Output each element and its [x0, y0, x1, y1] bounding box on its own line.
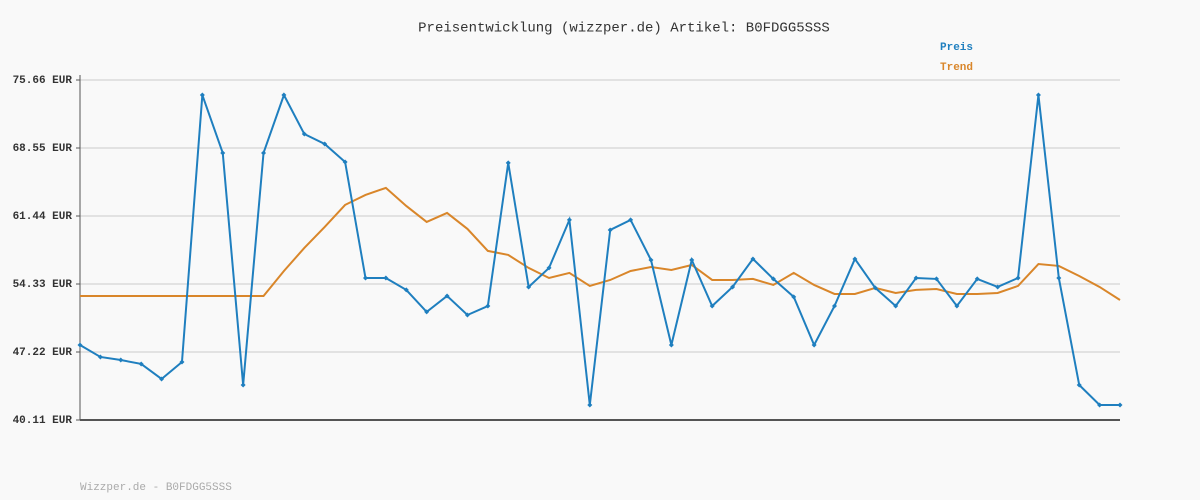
- point-marker: [362, 275, 368, 281]
- point-marker: [138, 361, 144, 367]
- point-marker: [342, 159, 348, 165]
- point-marker: [1097, 402, 1103, 408]
- chart-title: Preisentwicklung (wizzper.de) Artikel: B…: [418, 21, 830, 37]
- point-marker: [526, 284, 532, 290]
- point-marker: [261, 150, 267, 156]
- point-marker: [668, 342, 674, 348]
- point-marker: [220, 150, 226, 156]
- point-marker: [424, 309, 430, 315]
- point-marker: [648, 257, 654, 263]
- point-marker: [322, 141, 328, 147]
- point-marker: [689, 257, 695, 263]
- point-marker: [770, 276, 776, 282]
- point-marker: [974, 276, 980, 282]
- point-marker: [852, 256, 858, 262]
- point-marker: [505, 160, 511, 166]
- point-marker: [199, 92, 205, 98]
- series-line: [79, 92, 1120, 406]
- point-marker: [709, 303, 715, 309]
- point-marker: [159, 376, 165, 382]
- point-marker: [1056, 275, 1062, 281]
- y-tick-label: 61.44 EUR: [13, 211, 73, 223]
- point-marker: [1015, 275, 1021, 281]
- point-marker: [791, 294, 797, 300]
- y-tick-label: 47.22 EUR: [13, 347, 73, 359]
- point-marker: [933, 276, 939, 282]
- point-marker: [607, 227, 613, 233]
- point-marker: [872, 285, 878, 291]
- point-marker: [383, 275, 389, 281]
- point-marker: [893, 303, 899, 309]
- point-marker: [832, 303, 838, 309]
- y-tick-label: 68.55 EUR: [13, 143, 73, 155]
- point-marker: [281, 92, 287, 98]
- point-marker: [954, 303, 960, 309]
- point-marker: [546, 265, 552, 271]
- point-marker: [1076, 382, 1082, 388]
- footer: Wizzper.de - B0FDGG5SSS: [80, 482, 232, 494]
- point-marker: [403, 287, 409, 293]
- point-marker: [301, 131, 307, 137]
- point-marker: [97, 354, 103, 360]
- point-marker: [913, 275, 919, 281]
- point-marker: [750, 256, 756, 262]
- point-marker: [811, 342, 817, 348]
- point-marker: [628, 217, 634, 223]
- legend-entry: Trend: [940, 62, 973, 74]
- point-marker: [730, 284, 736, 290]
- point-marker: [587, 402, 593, 408]
- point-marker: [179, 359, 185, 365]
- point-marker: [1117, 402, 1123, 408]
- point-marker: [444, 293, 450, 299]
- legend-entry: Preis: [940, 42, 973, 54]
- point-marker: [77, 342, 83, 348]
- point-marker: [464, 312, 470, 318]
- y-tick-label: 54.33 EUR: [13, 279, 73, 291]
- point-marker: [566, 217, 572, 223]
- point-marker: [118, 357, 124, 363]
- point-marker: [485, 303, 491, 309]
- y-tick-label: 40.11 EUR: [13, 415, 73, 427]
- point-marker: [995, 284, 1001, 290]
- point-marker: [1035, 92, 1041, 98]
- y-tick-label: 75.66 EUR: [13, 75, 73, 87]
- point-marker: [240, 382, 246, 388]
